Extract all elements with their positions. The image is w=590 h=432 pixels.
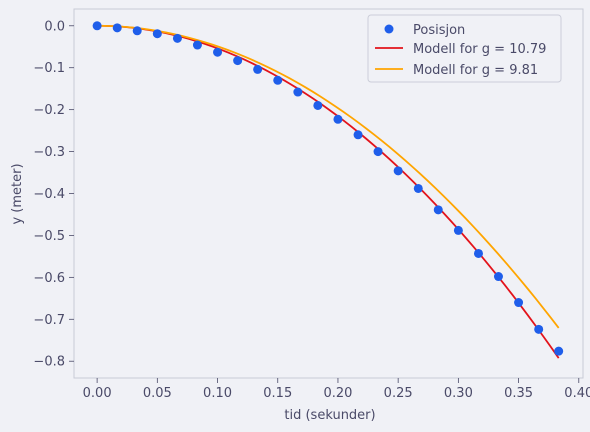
y-tick-label: −0.4 [33,187,65,202]
y-tick-label: −0.6 [33,271,65,286]
x-tick-label: 0.40 [564,386,590,401]
x-axis-ticks: 0.00 0.05 0.10 0.15 0.20 0.25 0.30 0.35 0.40 [83,378,590,401]
data-point [433,205,443,215]
legend-label-posisjon: Posisjon [413,23,465,38]
data-point [112,23,122,33]
data-point [192,40,202,50]
model-line-2 [97,24,560,329]
x-tick-label: 0.35 [504,386,533,401]
data-point [273,75,283,85]
x-tick-label: 0.00 [83,386,112,401]
y-tick-label: −0.5 [33,229,65,244]
data-point [313,100,323,110]
y-tick-label: −0.3 [33,145,65,160]
data-point [514,298,524,308]
y-axis-label: y (meter) [10,163,25,224]
legend-label-model-1: Modell for g = 10.79 [413,42,546,57]
data-point [473,248,483,258]
data-point [132,26,142,36]
data-point [333,114,343,124]
data-point [233,56,243,66]
y-tick-label: −0.1 [33,61,65,76]
data-point [393,166,403,176]
y-tick-label: −0.8 [33,355,65,370]
data-point [293,87,303,97]
data-point [453,225,463,235]
data-point [172,33,182,43]
y-axis-ticks: 0.0 −0.1 −0.2 −0.3 −0.4 −0.5 −0.6 −0.7 −0.8 [33,19,74,370]
legend-marker-posisjon [384,24,394,34]
x-tick-label: 0.25 [384,386,413,401]
data-point [534,324,544,334]
model-lines [97,24,560,359]
y-tick-label: −0.2 [33,103,65,118]
x-tick-label: 0.15 [263,386,292,401]
y-tick-label: 0.0 [44,19,65,34]
x-tick-label: 0.05 [143,386,172,401]
data-point [213,47,223,57]
data-point [152,29,162,39]
legend-box [367,14,562,83]
x-axis-label: tid (sekunder) [284,408,375,423]
data-point [554,346,564,356]
x-tick-label: 0.30 [444,386,473,401]
scatter-points [92,21,564,356]
x-tick-label: 0.20 [323,386,352,401]
data-point [373,147,383,157]
legend: Posisjon Modell for g = 10.79 Modell for… [367,14,562,83]
data-point [493,272,503,282]
y-tick-label: −0.7 [33,313,65,328]
data-point [413,183,423,193]
data-point [353,130,363,140]
data-point [92,21,102,31]
x-tick-label: 0.10 [203,386,232,401]
data-point [253,64,263,74]
legend-label-model-2: Modell for g = 9.81 [413,63,538,78]
